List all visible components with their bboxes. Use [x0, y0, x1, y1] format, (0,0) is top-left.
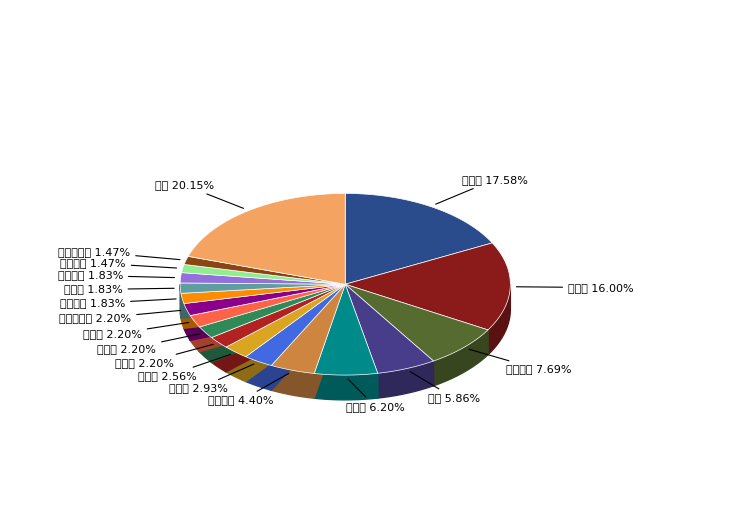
Polygon shape	[212, 284, 346, 362]
Polygon shape	[200, 327, 212, 362]
Text: 마디풀과 7.69%: 마디풀과 7.69%	[469, 349, 571, 374]
Polygon shape	[488, 284, 511, 354]
Polygon shape	[346, 284, 488, 354]
Polygon shape	[272, 365, 314, 398]
Text: 괭이밥과 1.47%: 괭이밥과 1.47%	[60, 258, 177, 268]
Polygon shape	[190, 284, 346, 327]
Polygon shape	[272, 284, 346, 390]
Polygon shape	[181, 284, 346, 318]
Polygon shape	[346, 284, 434, 386]
Text: 사초과 1.83%: 사초과 1.83%	[64, 284, 174, 294]
Polygon shape	[226, 347, 246, 381]
Text: 장미과 6.20%: 장미과 6.20%	[346, 379, 405, 412]
Polygon shape	[346, 284, 434, 386]
Polygon shape	[181, 284, 346, 304]
Polygon shape	[184, 284, 346, 329]
Polygon shape	[190, 284, 346, 340]
Polygon shape	[188, 194, 346, 284]
Polygon shape	[180, 283, 346, 293]
Polygon shape	[246, 284, 346, 365]
Text: 기타 20.15%: 기타 20.15%	[155, 180, 243, 208]
Polygon shape	[314, 284, 346, 398]
Text: 화본과 16.00%: 화본과 16.00%	[517, 282, 633, 293]
Polygon shape	[212, 284, 346, 347]
Polygon shape	[226, 284, 346, 372]
Polygon shape	[200, 284, 346, 337]
Polygon shape	[346, 194, 492, 284]
Polygon shape	[246, 357, 272, 390]
Polygon shape	[181, 284, 346, 318]
Polygon shape	[272, 284, 346, 390]
Polygon shape	[180, 272, 346, 284]
Polygon shape	[181, 293, 184, 329]
Polygon shape	[180, 284, 181, 318]
Polygon shape	[184, 284, 346, 316]
Polygon shape	[212, 284, 346, 362]
Polygon shape	[314, 284, 346, 398]
Text: 꿀풀과 2.56%: 꿀풀과 2.56%	[138, 354, 231, 381]
Polygon shape	[212, 337, 226, 372]
Text: 꼭두서니과 1.47%: 꼭두서니과 1.47%	[58, 247, 180, 260]
Text: 두과 5.86%: 두과 5.86%	[410, 372, 480, 403]
Polygon shape	[184, 284, 346, 329]
Polygon shape	[200, 284, 346, 352]
Text: 십자화과 4.40%: 십자화과 4.40%	[208, 373, 289, 405]
Polygon shape	[181, 264, 346, 284]
Text: 가지과 2.20%: 가지과 2.20%	[115, 344, 213, 368]
Text: 명아주과 1.83%: 명아주과 1.83%	[60, 298, 176, 308]
Polygon shape	[346, 243, 511, 330]
Polygon shape	[246, 284, 346, 381]
Polygon shape	[190, 284, 346, 340]
Polygon shape	[346, 284, 377, 398]
Polygon shape	[272, 284, 346, 374]
Polygon shape	[226, 284, 346, 357]
Polygon shape	[314, 284, 377, 375]
Polygon shape	[434, 330, 488, 386]
Polygon shape	[226, 284, 346, 372]
Polygon shape	[314, 373, 377, 400]
Polygon shape	[200, 284, 346, 352]
Text: 국화과 17.58%: 국화과 17.58%	[436, 175, 528, 204]
Text: 비름과 2.20%: 비름과 2.20%	[97, 334, 200, 354]
Polygon shape	[190, 316, 200, 352]
Text: 산형과 2.20%: 산형과 2.20%	[83, 322, 189, 339]
Text: 질경이과 1.83%: 질경이과 1.83%	[58, 270, 175, 280]
Polygon shape	[184, 256, 346, 284]
Polygon shape	[346, 284, 434, 373]
Polygon shape	[246, 284, 346, 381]
Text: 석죽과 2.93%: 석죽과 2.93%	[169, 364, 254, 393]
Polygon shape	[346, 284, 488, 361]
Polygon shape	[346, 284, 377, 398]
Polygon shape	[346, 284, 488, 354]
Polygon shape	[184, 304, 190, 340]
Text: 쥐손이풀과 2.20%: 쥐손이풀과 2.20%	[59, 310, 181, 323]
Polygon shape	[377, 361, 434, 398]
